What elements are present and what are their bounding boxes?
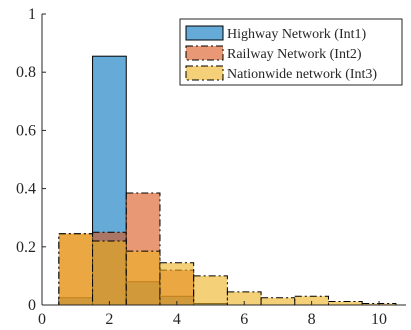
x-tick-label: 2 bbox=[105, 311, 113, 328]
series-3 bbox=[58, 233, 397, 306]
legend-label-2: Railway Network (Int2) bbox=[227, 47, 362, 62]
legend-swatch-1 bbox=[185, 25, 224, 41]
legend-swatch-2 bbox=[185, 45, 224, 61]
x-tick-label: 8 bbox=[308, 311, 316, 328]
bar-series3-bin9 bbox=[327, 301, 363, 306]
x-tick-label: 6 bbox=[240, 311, 248, 328]
y-tick-label: 0.2 bbox=[16, 239, 36, 256]
y-tick-label: 0 bbox=[28, 297, 36, 314]
bar-series3-bin1 bbox=[58, 233, 94, 306]
y-tick-label: 0.6 bbox=[16, 122, 36, 139]
bar-series3-bin2 bbox=[92, 240, 127, 306]
bars-layer bbox=[58, 55, 397, 306]
legend-label-3: Nationwide network (Int3) bbox=[227, 67, 377, 82]
y-tick-label: 1 bbox=[28, 6, 36, 23]
bar-series3-bin7 bbox=[260, 297, 296, 306]
axes-layer bbox=[41, 14, 406, 306]
x-tick-label: 0 bbox=[38, 311, 46, 328]
bar-series3-bin5 bbox=[193, 275, 228, 306]
x-tick-label: 10 bbox=[371, 311, 387, 328]
legend: Highway Network (Int1) Railway Network (I… bbox=[179, 18, 403, 86]
bar-series3-bin4 bbox=[159, 262, 195, 306]
x-tick-label: 4 bbox=[173, 311, 181, 328]
bar-series3-bin3 bbox=[125, 250, 161, 306]
legend-label-1: Highway Network (Int1) bbox=[227, 27, 367, 42]
y-tick-label: 0.8 bbox=[16, 64, 36, 81]
legend-swatch-3 bbox=[185, 65, 224, 81]
bar-series3-bin8 bbox=[294, 295, 329, 306]
ticks-layer: 0 2 4 6 8 10 0 0.2 0.4 0.6 0.8 1 bbox=[16, 6, 387, 328]
y-tick-label: 0.4 bbox=[16, 181, 36, 198]
